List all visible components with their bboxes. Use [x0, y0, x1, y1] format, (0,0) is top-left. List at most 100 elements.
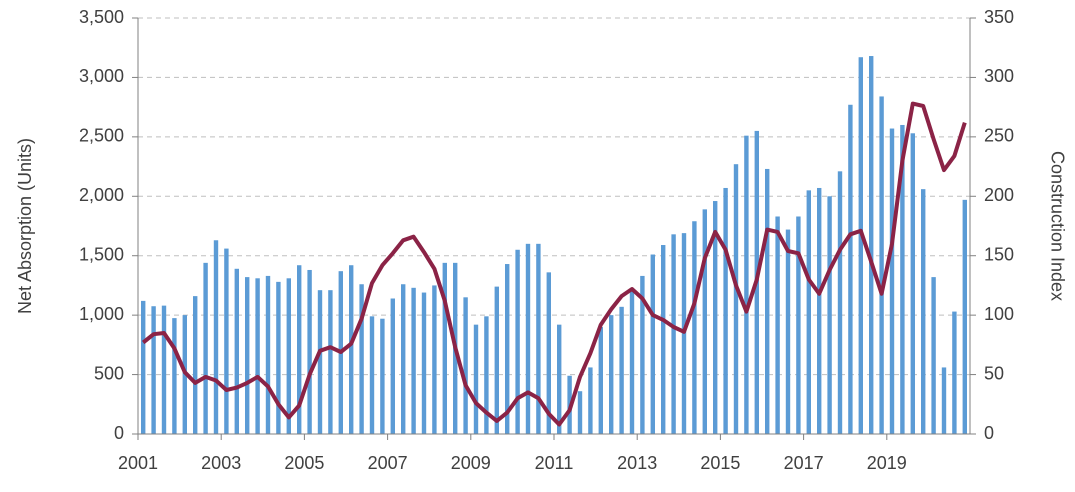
bar [380, 318, 385, 434]
bar [962, 199, 967, 434]
bar [432, 285, 437, 434]
bar [661, 245, 666, 434]
bar [837, 171, 843, 434]
x-tick-label: 2015 [700, 453, 740, 473]
bar [276, 281, 281, 434]
bar [234, 268, 239, 434]
bar [473, 324, 479, 434]
bar [317, 290, 323, 434]
bar [775, 216, 780, 434]
bar [869, 56, 874, 434]
bar [598, 327, 603, 434]
line [141, 101, 967, 427]
y-tick-label: 1,000 [79, 304, 124, 324]
bar [858, 57, 863, 434]
bar [546, 272, 551, 434]
y-tick-label: 3,500 [79, 7, 124, 27]
bar [744, 135, 749, 434]
bar [733, 164, 739, 435]
bar [255, 278, 260, 434]
x-tick-label: 2005 [284, 453, 324, 473]
bar [827, 196, 832, 434]
x-tick-label: 2013 [617, 453, 657, 473]
bar [265, 275, 271, 434]
y2-tick-label: 150 [984, 244, 1014, 264]
bar [390, 298, 395, 434]
x-tick-label: 2001 [118, 453, 158, 473]
bar [609, 315, 614, 434]
bar [941, 367, 947, 434]
bar [328, 290, 333, 434]
y-tick-label: 2,500 [79, 126, 124, 146]
y2-axis-title: Construction Index [1047, 151, 1067, 301]
y-tick-label: 1,500 [79, 244, 124, 264]
bar [879, 96, 884, 435]
bar [286, 278, 291, 434]
x-tick-label: 2009 [451, 453, 491, 473]
bar [484, 316, 489, 434]
y-tick-label: 3,000 [79, 66, 124, 86]
x-tick-label: 2019 [867, 453, 907, 473]
x-tick-label: 2007 [368, 453, 408, 473]
bar [629, 291, 635, 434]
bar [900, 124, 905, 434]
bar [203, 262, 208, 434]
bar [671, 234, 676, 434]
bar [411, 287, 416, 434]
bar [785, 229, 791, 434]
bar [921, 189, 926, 434]
bar [650, 254, 655, 434]
bar [463, 297, 468, 434]
bar [505, 264, 510, 434]
bar [161, 305, 167, 434]
x-tick-label: 2003 [201, 453, 241, 473]
y2-tick-label: 350 [984, 7, 1014, 27]
y2-tick-label: 100 [984, 304, 1014, 324]
bar [224, 248, 229, 434]
y-tick-label: 0 [114, 423, 124, 443]
bar [494, 286, 499, 434]
bar [723, 187, 728, 434]
bar [213, 240, 219, 434]
bar [442, 262, 447, 434]
y2-tick-label: 300 [984, 66, 1014, 86]
bar [889, 128, 895, 434]
bar [640, 275, 645, 434]
bar [619, 306, 624, 434]
bar [536, 243, 541, 434]
bar [952, 311, 957, 434]
bar [172, 318, 177, 434]
bar [525, 243, 531, 434]
x-tick-label: 2011 [535, 453, 574, 473]
bar [848, 104, 853, 434]
bar [910, 133, 915, 434]
bar [307, 269, 312, 434]
y2-tick-label: 250 [984, 126, 1014, 146]
bar [421, 292, 427, 434]
bar [359, 284, 364, 434]
bar [369, 316, 375, 434]
bar [806, 190, 811, 434]
y-tick-label: 2,000 [79, 185, 124, 205]
y2-tick-label: 50 [984, 363, 1004, 383]
y2-tick-label: 200 [984, 185, 1014, 205]
bar [588, 367, 593, 434]
bar [817, 187, 822, 434]
bar [193, 296, 198, 434]
bar [796, 216, 801, 434]
bar [577, 391, 583, 434]
bar [401, 284, 406, 434]
bar [141, 300, 146, 434]
bar [557, 324, 562, 434]
bar [931, 277, 936, 434]
bar [765, 168, 770, 434]
bar [713, 201, 718, 434]
bar [151, 306, 156, 434]
y-tick-label: 500 [94, 363, 124, 383]
y-axis-title: Net Absorption (Units) [15, 138, 35, 314]
y2-tick-label: 0 [984, 423, 994, 443]
x-tick-label: 2017 [784, 453, 824, 473]
bar [245, 277, 250, 434]
bar [702, 209, 707, 434]
